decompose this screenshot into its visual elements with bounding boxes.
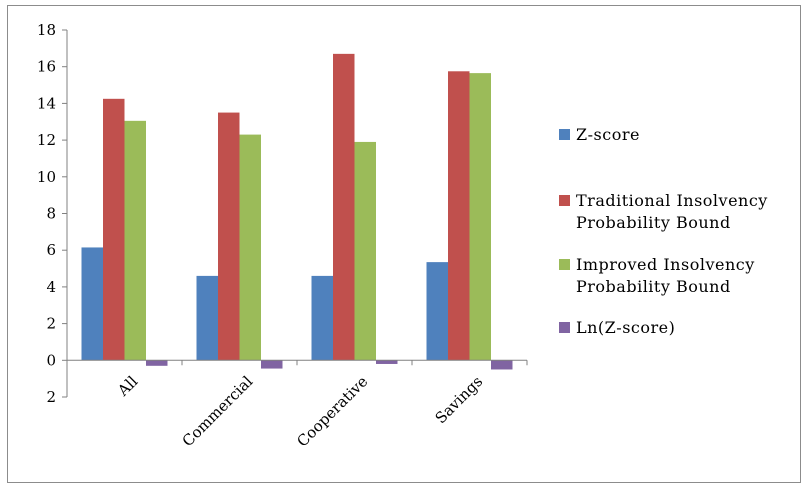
bar-ln-z-score-commercial (261, 360, 283, 369)
bar-traditional-insolvency-probability-bound-savings (448, 71, 470, 361)
bar-traditional-insolvency-probability-bound-commercial (218, 112, 240, 361)
y-tick-label: 2 (46, 315, 56, 333)
y-tick-label: 4 (46, 278, 56, 296)
y-tick-label: 8 (46, 205, 56, 223)
y-tick-label: 12 (37, 131, 56, 149)
y-tick-label: 6 (46, 241, 56, 259)
bar-z-score-cooperative (311, 275, 333, 361)
bar-improved-insolvency-probability-bound-commercial (239, 134, 261, 361)
bar-ln-z-score-all (146, 360, 168, 366)
bar-z-score-all (81, 247, 103, 361)
x-tick-label: Savings (432, 372, 487, 427)
y-tick-label: 18 (37, 21, 56, 39)
legend-swatch (559, 195, 570, 206)
x-tick-label: Cooperative (293, 372, 371, 450)
legend-label: Traditional Insolvency (576, 191, 768, 210)
legend-label: Probability Bound (576, 213, 731, 232)
y-tick-label: 10 (37, 168, 56, 186)
x-tick-label: All (113, 372, 141, 400)
legend-label: Improved Insolvency (576, 255, 755, 274)
y-axis: 18 16 14 12 10 8 6 4 2 0 2 (37, 21, 68, 406)
bar-traditional-insolvency-probability-bound-all (103, 98, 125, 361)
bar-improved-insolvency-probability-bound-all (124, 120, 146, 361)
bar-ln-z-score-cooperative (376, 360, 398, 364)
legend-label: Z-score (576, 125, 640, 144)
y-tick-label: 0 (46, 351, 56, 369)
y-tick-label: 2 (46, 388, 56, 406)
legend-swatch (559, 259, 570, 270)
legend-label: Ln(Z-score) (576, 318, 675, 337)
legend-label: Probability Bound (576, 277, 731, 296)
bar-improved-insolvency-probability-bound-savings (469, 73, 491, 361)
legend-swatch (559, 129, 570, 140)
bar-z-score-savings (426, 262, 448, 361)
y-tick-label: 16 (37, 58, 56, 76)
y-tick-label: 14 (37, 94, 56, 112)
bar-improved-insolvency-probability-bound-cooperative (354, 141, 376, 361)
bars (81, 53, 513, 370)
bar-ln-z-score-savings (491, 360, 513, 370)
bar-traditional-insolvency-probability-bound-cooperative (333, 53, 355, 361)
legend-swatch (559, 322, 570, 333)
legend: Z-score Traditional Insolvency Probability… (559, 125, 768, 337)
x-tick-label: Commercial (179, 372, 257, 450)
x-axis: All Commercial Cooperative Savings (66, 359, 528, 450)
bar-z-score-commercial (196, 275, 218, 361)
